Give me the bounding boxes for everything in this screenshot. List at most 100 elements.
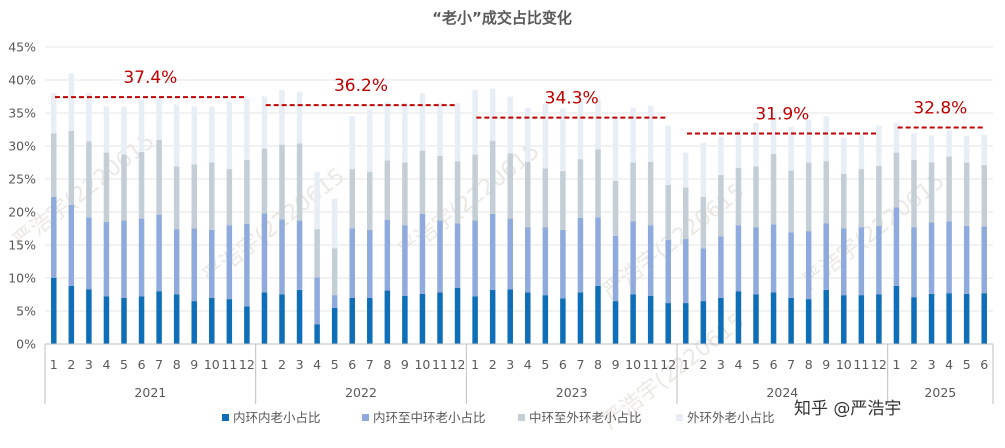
bar-segment-1: [542, 295, 549, 344]
x-tick-label: 4: [734, 357, 742, 372]
bar-segment-3: [209, 162, 215, 230]
bar-segment-3: [296, 143, 303, 221]
bar-segment-1: [261, 292, 268, 344]
bar-segment-2: [437, 220, 443, 293]
bar-segment-3: [437, 155, 443, 221]
bar-segment-1: [876, 294, 882, 344]
x-tick-label: 6: [770, 357, 778, 372]
bar-segment-1: [946, 293, 952, 344]
bar-segment-1: [209, 297, 215, 344]
y-tick-label: 40%: [8, 73, 36, 88]
bar-segment-4: [630, 107, 636, 163]
bar-segment-2: [507, 218, 513, 290]
y-tick-label: 25%: [8, 172, 36, 187]
bar-segment-4: [279, 89, 285, 145]
y-tick-label: 10%: [8, 271, 36, 286]
bar-segment-2: [683, 239, 689, 304]
bar-segment-3: [261, 148, 268, 214]
yearly-average-label: 34.3%: [545, 89, 599, 109]
bar-segment-1: [244, 306, 250, 344]
bar-segment-2: [296, 220, 303, 290]
bar-segment-4: [314, 171, 320, 230]
x-tick-label: 4: [945, 357, 953, 372]
bar-segment-1: [911, 297, 917, 344]
bar-segment-3: [963, 162, 970, 226]
bar-segment-1: [805, 299, 812, 344]
bar-segment-3: [560, 171, 566, 230]
bar-segment-4: [244, 99, 250, 160]
bar-segment-2: [647, 225, 654, 296]
bar-segment-4: [86, 93, 92, 142]
x-tick-label: 1: [892, 357, 900, 372]
bar-segment-1: [349, 297, 355, 344]
x-tick-label: 1: [260, 357, 268, 372]
bar-segment-4: [893, 122, 900, 153]
bar-segment-4: [595, 99, 601, 150]
bar-segment-4: [946, 130, 952, 157]
yearly-average-label: 36.2%: [334, 76, 388, 96]
bar-segment-3: [279, 144, 285, 220]
bar-segment-4: [261, 96, 268, 149]
bar-segment-3: [419, 150, 426, 214]
bar-segment-4: [209, 106, 215, 163]
x-tick-label: 8: [594, 357, 602, 372]
bar-segment-3: [946, 156, 952, 222]
x-tick-label: 1: [50, 357, 58, 372]
bar-segment-1: [963, 293, 970, 344]
bar-segment-2: [595, 217, 601, 286]
bar-segment-2: [981, 226, 987, 294]
bar-segment-4: [928, 135, 935, 163]
bar-segment-3: [331, 248, 338, 296]
watermark-logo: 知乎 @严浩宇: [794, 399, 901, 419]
year-label: 2025: [924, 385, 956, 400]
bar-segment-2: [173, 229, 180, 295]
x-tick-label: 12: [871, 357, 887, 372]
bar-segment-2: [560, 229, 566, 299]
watermark-text: 知乎 @严浩宇: [794, 399, 901, 419]
bar-segment-3: [489, 140, 496, 214]
x-tick-label: 3: [85, 357, 93, 372]
x-tick-label: 10: [204, 357, 220, 372]
bar-segment-3: [770, 153, 777, 225]
bar-segment-1: [402, 295, 408, 344]
bar-segment-3: [788, 170, 794, 233]
bar-segment-4: [437, 103, 443, 156]
bar-segment-1: [647, 295, 654, 344]
x-tick-label: 4: [524, 357, 532, 372]
bar-segment-1: [103, 296, 110, 344]
legend-label: 中环至外环老小占比: [529, 410, 642, 425]
background-watermark-text: 严浩宇(2220615: [798, 169, 949, 295]
bar-segment-1: [296, 289, 303, 344]
bar-segment-1: [841, 295, 847, 344]
bar-segment-4: [525, 107, 531, 162]
bar-segment-2: [665, 239, 671, 304]
bar-segment-3: [525, 161, 531, 228]
bar-segment-3: [735, 167, 742, 226]
x-tick-label: 11: [853, 357, 869, 372]
bar-segment-3: [191, 164, 197, 229]
bar-segment-3: [51, 133, 57, 197]
yearly-average-label: 32.8%: [913, 99, 967, 119]
x-tick-label: 12: [239, 357, 255, 372]
bar-segment-1: [577, 292, 584, 344]
bar-segment-1: [454, 287, 461, 344]
bar-segment-3: [876, 165, 882, 226]
bar-segment-2: [577, 217, 584, 293]
year-label: 2023: [556, 385, 588, 400]
bar-segment-1: [489, 289, 496, 344]
bar-segment-2: [735, 225, 742, 292]
x-tick-label: 9: [401, 357, 409, 372]
x-tick-label: 3: [296, 357, 304, 372]
bar-segment-3: [911, 159, 917, 228]
x-tick-label: 8: [173, 357, 181, 372]
bar-segment-1: [121, 297, 127, 344]
bar-segment-1: [630, 294, 636, 344]
x-tick-label: 12: [660, 357, 676, 372]
bar-segment-4: [876, 125, 882, 166]
bar-segment-1: [981, 293, 987, 344]
bar-segment-2: [893, 207, 900, 286]
legend-label: 外环外老小占比: [687, 410, 775, 425]
bar-segment-1: [173, 294, 180, 344]
bar-segment-4: [103, 106, 110, 153]
